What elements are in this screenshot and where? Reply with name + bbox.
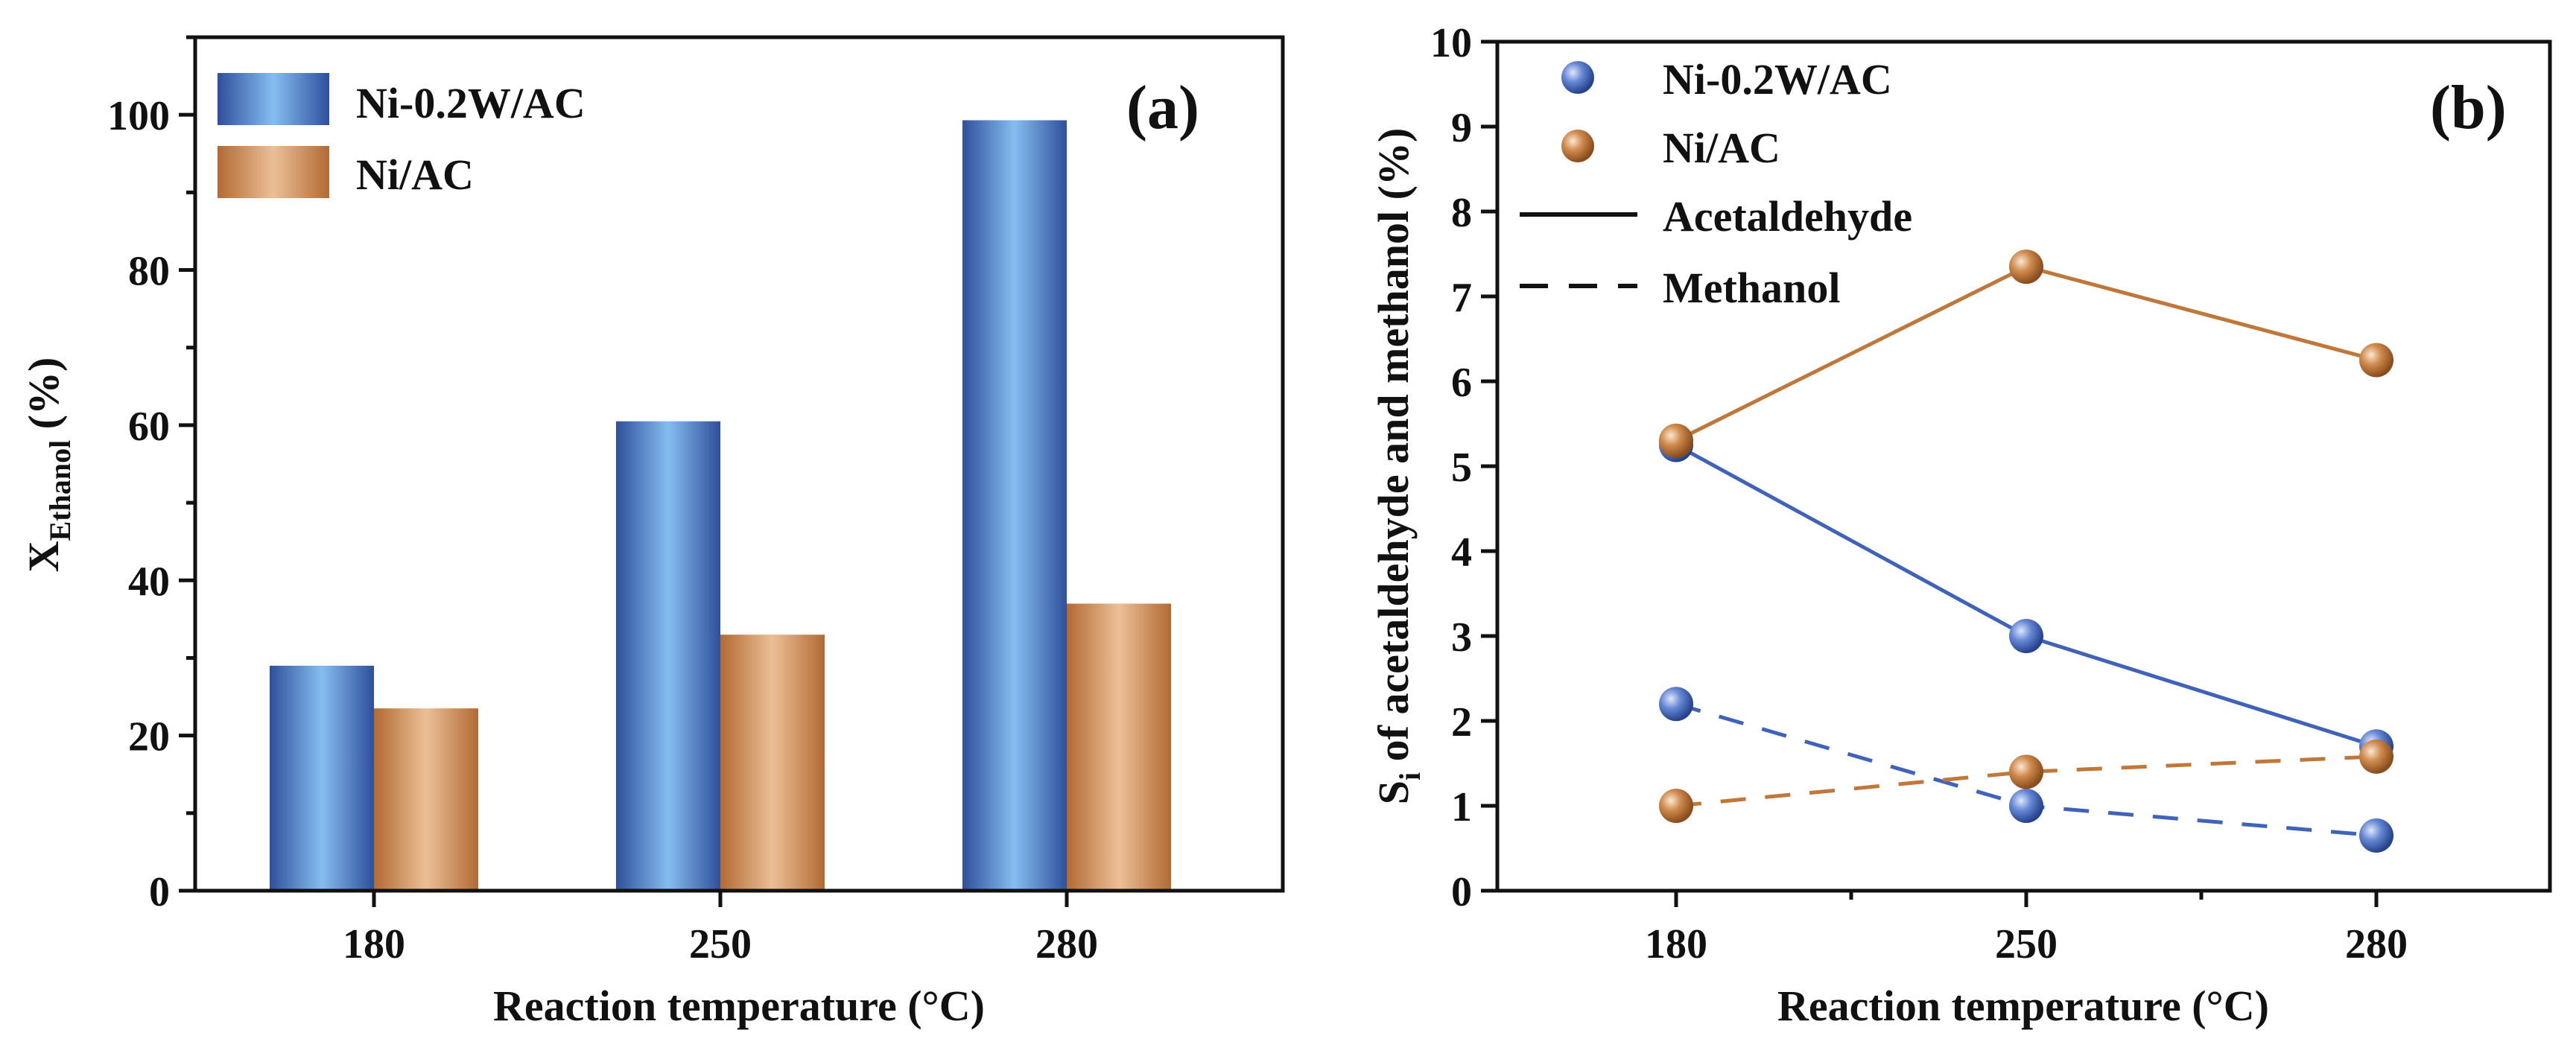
- b-point-ni-ac-acetaldehyde-280: [2359, 343, 2393, 378]
- b-y-title-sub: i: [1393, 772, 1427, 780]
- a-legend-swatch-ni: [218, 146, 329, 198]
- panel-b-line-chart: 0 1 2 3 4 5 6 7 8 9 10 180 250 280 (b) Ni-0.2W/AC Ni…: [1369, 20, 2552, 1030]
- b-legend: Ni-0.2W/AC Ni/AC Acetaldehyde Methanol: [1520, 55, 1912, 312]
- b-y-tick-label: 8: [1451, 190, 1472, 236]
- a-x-tick-label: 280: [1035, 921, 1098, 967]
- b-y-tick-label: 3: [1451, 614, 1472, 661]
- a-plot-frame: [193, 35, 1285, 893]
- b-x-axis-title: Reaction temperature (°C): [1777, 982, 2269, 1030]
- b-y-title-tail: of acetaldehyde and methanol (%): [1369, 128, 1418, 772]
- b-legend-marker-ni-w: [1561, 61, 1594, 94]
- a-y-title-sub: Ethanol: [43, 440, 77, 541]
- b-point-ni-ac-acetaldehyde-180: [1659, 423, 1693, 458]
- a-y-axis-title: XEthanol (%): [19, 357, 77, 573]
- b-point-ni-0-2w-ac-methanol-280: [2359, 818, 2393, 853]
- a-bar-ni-ac-280: [1067, 603, 1171, 891]
- b-point-ni-ac-acetaldehyde-250: [2009, 249, 2043, 284]
- a-legend: Ni-0.2W/AC Ni/AC: [218, 73, 586, 199]
- a-x-axis-ticks: 180 250 280: [343, 891, 1098, 967]
- b-x-tick-label: 280: [2345, 921, 2408, 967]
- b-y-tick-label: 7: [1451, 275, 1472, 321]
- b-point-ni-ac-methanol-280: [2359, 739, 2393, 774]
- a-x-axis-title: Reaction temperature (°C): [493, 982, 985, 1030]
- a-y-axis-ticks: 0 20 40 60 80 100: [107, 35, 195, 915]
- a-y-title-main: X: [19, 541, 68, 572]
- b-x-tick-label: 250: [1995, 921, 2058, 967]
- b-plot-frame: [1495, 39, 2552, 893]
- b-point-ni-ac-methanol-180: [1659, 789, 1693, 823]
- panel-a-bar-chart: 0 20 40 60 80 100 180 250 280 (a) Ni-0.2W/AC Ni…: [19, 35, 1285, 1030]
- b-y-tick-label: 5: [1451, 445, 1472, 491]
- b-y-tick-label: 9: [1451, 105, 1472, 151]
- b-y-axis-title: Si of acetaldehyde and methanol (%): [1369, 128, 1427, 805]
- b-point-ni-ac-methanol-250: [2009, 754, 2043, 789]
- b-line-ni-0-2w-ac-acetaldehyde: [1675, 443, 2377, 748]
- b-line-ni-ac-methanol: [1675, 754, 2377, 808]
- b-y-axis-ticks: 0 1 2 3 4 5 6 7 8 9 10: [1430, 20, 1497, 915]
- b-legend-label-acetaldehyde: Acetaldehyde: [1663, 192, 1912, 241]
- a-y-tick-label: 20: [128, 714, 170, 760]
- a-bar-ni-ac-180: [374, 708, 478, 891]
- a-bar-ni-ac-250: [720, 635, 825, 891]
- a-y-tick-label: 40: [128, 559, 170, 605]
- b-y-tick-label: 6: [1451, 360, 1472, 406]
- b-point-ni-0-2w-ac-methanol-180: [1659, 687, 1693, 722]
- a-legend-swatch-ni-w: [218, 73, 329, 125]
- b-legend-label-ni: Ni/AC: [1663, 124, 1780, 172]
- a-legend-label-ni-w: Ni-0.2W/AC: [356, 79, 586, 127]
- b-y-tick-label: 10: [1430, 20, 1472, 66]
- a-legend-label-ni: Ni/AC: [356, 150, 474, 199]
- a-bars: [270, 120, 1171, 891]
- b-point-ni-0-2w-ac-acetaldehyde-250: [2009, 619, 2043, 653]
- b-legend-label-methanol: Methanol: [1663, 264, 1840, 312]
- b-series-lines: [1675, 264, 2377, 838]
- b-point-ni-0-2w-ac-methanol-250: [2009, 789, 2043, 823]
- b-legend-label-ni-w: Ni-0.2W/AC: [1663, 55, 1892, 104]
- a-bar-ni-0-2w-ac-280: [962, 120, 1067, 891]
- a-y-tick-label: 60: [128, 404, 170, 450]
- b-y-tick-label: 2: [1451, 699, 1472, 745]
- a-y-tick-label: 0: [149, 869, 170, 915]
- a-x-tick-label: 180: [343, 921, 405, 967]
- b-panel-tag: (b): [2430, 73, 2507, 142]
- a-bar-ni-0-2w-ac-250: [616, 421, 720, 891]
- a-y-tick-label: 80: [128, 249, 170, 295]
- b-y-tick-label: 4: [1451, 530, 1472, 576]
- a-y-tick-label: 100: [107, 93, 170, 139]
- b-y-title-main: S: [1369, 780, 1418, 804]
- b-y-tick-label: 1: [1451, 784, 1472, 830]
- b-x-axis-ticks: 180 250 280: [1645, 891, 2408, 967]
- b-legend-marker-ni: [1561, 130, 1594, 162]
- b-series-points: [1659, 249, 2393, 853]
- a-panel-tag: (a): [1126, 73, 1199, 142]
- a-bar-ni-0-2w-ac-180: [270, 665, 374, 891]
- a-y-title-tail: (%): [19, 357, 68, 440]
- b-y-tick-label: 0: [1451, 869, 1472, 915]
- b-x-tick-label: 180: [1645, 921, 1707, 967]
- a-x-tick-label: 250: [689, 921, 752, 967]
